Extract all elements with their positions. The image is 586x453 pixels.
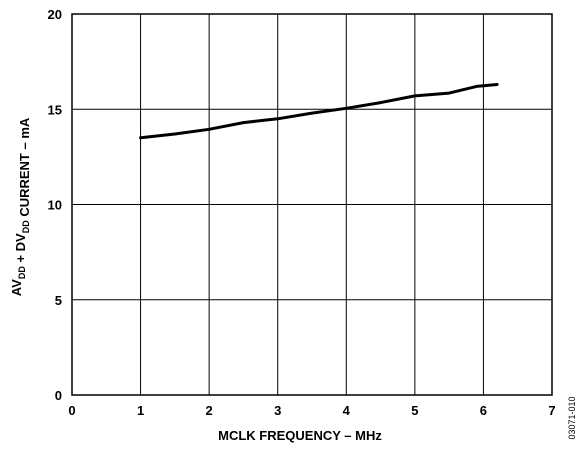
- y-axis-label: AVDD + DVDD CURRENT – mA: [9, 117, 32, 296]
- y-tick-labels: 0 5 10 15 20: [48, 7, 62, 403]
- x-tick-label: 2: [206, 403, 213, 418]
- x-tick-label: 5: [411, 403, 418, 418]
- x-axis-label: MCLK FREQUENCY – MHz: [218, 428, 382, 443]
- series-line: [139, 83, 499, 140]
- y-tick-label: 0: [55, 388, 62, 403]
- y-axis-label-subscript: DD: [17, 266, 27, 279]
- x-tick-labels: 0 1 2 3 4 5 6 7: [68, 403, 555, 418]
- x-tick-label: 4: [343, 403, 351, 418]
- y-tick-label: 15: [48, 102, 62, 117]
- y-tick-label: 5: [55, 293, 62, 308]
- y-axis-label-subscript: DD: [21, 220, 31, 233]
- series-group: [139, 83, 499, 140]
- y-tick-label: 10: [48, 198, 62, 213]
- y-axis-label-part: + DV: [13, 233, 28, 266]
- plot-frame: [71, 13, 553, 396]
- x-tick-label: 1: [137, 403, 144, 418]
- x-tick-label: 6: [480, 403, 487, 418]
- x-tick-label: 0: [68, 403, 75, 418]
- figure-id: 03071-010: [567, 396, 577, 439]
- grid-lines: [71, 13, 553, 396]
- x-tick-label: 3: [274, 403, 281, 418]
- y-axis-label-part: AV: [9, 279, 24, 296]
- axes: [71, 13, 553, 396]
- x-tick-label: 7: [548, 403, 555, 418]
- y-axis-label-part: CURRENT – mA: [17, 117, 32, 220]
- y-tick-label: 20: [48, 7, 62, 22]
